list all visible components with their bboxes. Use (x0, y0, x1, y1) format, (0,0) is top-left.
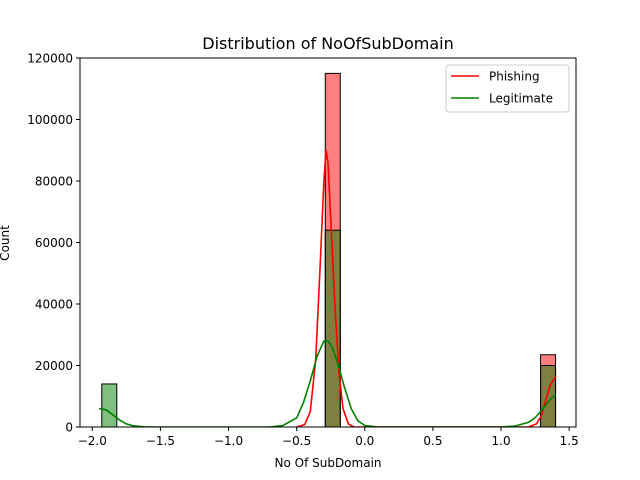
plot-area: −2.0 −1.5 −1.0 −0.5 0.0 0.5 1.0 1.5 0 20000 40000 6… (27, 52, 579, 449)
legend-label-phishing: Phishing (489, 70, 540, 84)
x-axis-label: No Of SubDomain (274, 456, 381, 470)
y-axis-label: Count (0, 225, 12, 261)
y-tick-label: 0 (65, 421, 73, 435)
x-tick-label: −0.5 (282, 434, 311, 448)
x-tick-label: 1.5 (560, 434, 579, 448)
x-tick-label: 0.5 (423, 434, 442, 448)
x-tick-label: −1.5 (146, 434, 175, 448)
x-tick-label: 1.0 (492, 434, 511, 448)
legend: Phishing Legitimate (445, 64, 570, 113)
y-tick-label: 40000 (35, 298, 73, 312)
chart-title: Distribution of NoOfSubDomain (202, 34, 453, 53)
x-tick-label: −1.0 (214, 434, 243, 448)
y-tick-label: 80000 (35, 175, 73, 189)
kde-line-legitimate (98, 340, 557, 427)
y-tick-label: 120000 (27, 52, 73, 66)
y-tick-label: 20000 (35, 359, 73, 373)
kde-line-phishing (296, 150, 557, 427)
x-tick-label: −2.0 (78, 434, 107, 448)
y-tick-label: 60000 (35, 236, 73, 250)
histogram-bar-legitimate (101, 383, 118, 428)
x-tick-label: 0.0 (355, 434, 374, 448)
y-tick-label: 100000 (27, 113, 73, 127)
legend-label-legitimate: Legitimate (489, 92, 553, 106)
